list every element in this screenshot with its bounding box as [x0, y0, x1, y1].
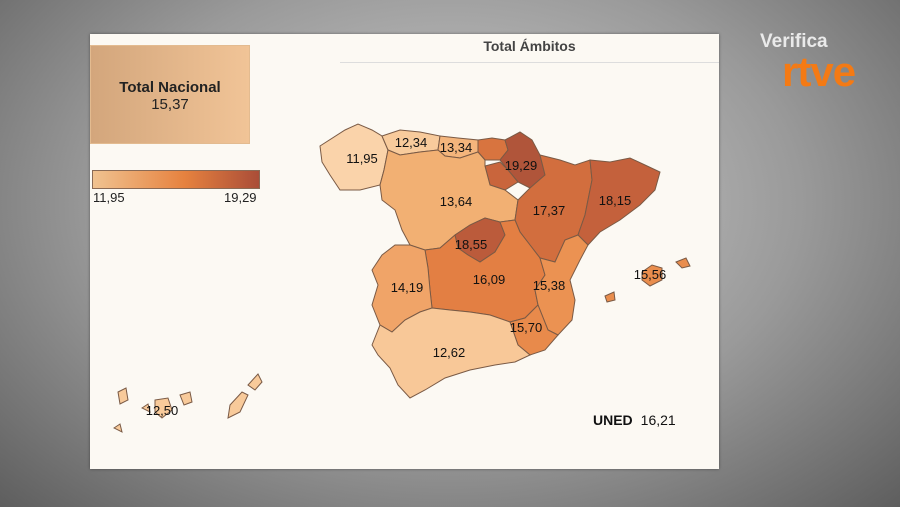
label-madrid: 18,55: [455, 237, 488, 252]
label-comunidad-valenciana: 15,38: [533, 278, 566, 293]
label-baleares: 15,56: [634, 267, 667, 282]
region-cataluna[interactable]: [577, 157, 661, 246]
label-aragon: 17,37: [533, 203, 566, 218]
legend-max: 19,29: [224, 190, 257, 205]
region-andalucia[interactable]: [371, 307, 531, 399]
label-cantabria: 13,34: [440, 140, 473, 155]
legend-min: 11,95: [93, 190, 125, 205]
uned-value: UNED 16,21: [593, 412, 676, 428]
label-canarias: 12,50: [146, 403, 179, 418]
label-murcia: 15,70: [510, 320, 543, 335]
region-baleares[interactable]: [604, 257, 691, 303]
logo-rtve: rtve: [782, 48, 856, 95]
label-extremadura: 14,19: [391, 280, 424, 295]
uned-number: 16,21: [640, 412, 676, 428]
label-navarra: 19,29: [505, 158, 538, 173]
spain-map: 11,95 12,34 13,34 19,29 13,64 17,37 18,1…: [113, 123, 691, 433]
region-canarias[interactable]: [113, 373, 263, 433]
map-panel: Total Ámbitos Total Nacional 15,37 11,95…: [90, 34, 719, 469]
color-legend-bar: [92, 170, 260, 189]
label-cataluna: 18,15: [599, 193, 632, 208]
uned-label: UNED: [593, 412, 633, 428]
logo-verifica: Verifica: [760, 31, 828, 52]
label-andalucia: 12,62: [433, 345, 466, 360]
label-asturias: 12,34: [395, 135, 428, 150]
label-galicia: 11,95: [346, 151, 378, 166]
total-nacional-box: Total Nacional 15,37: [90, 45, 250, 144]
label-castilla-y-leon: 13,64: [440, 194, 473, 209]
verifica-rtve-logo: Verifica rtve: [760, 31, 856, 95]
region-comunidad-valenciana[interactable]: [534, 234, 589, 336]
total-nacional-label: Total Nacional: [119, 79, 221, 96]
map-title: Total Ámbitos: [340, 38, 719, 63]
total-nacional-value: 15,37: [151, 96, 189, 113]
label-castilla-la-mancha: 16,09: [473, 272, 506, 287]
